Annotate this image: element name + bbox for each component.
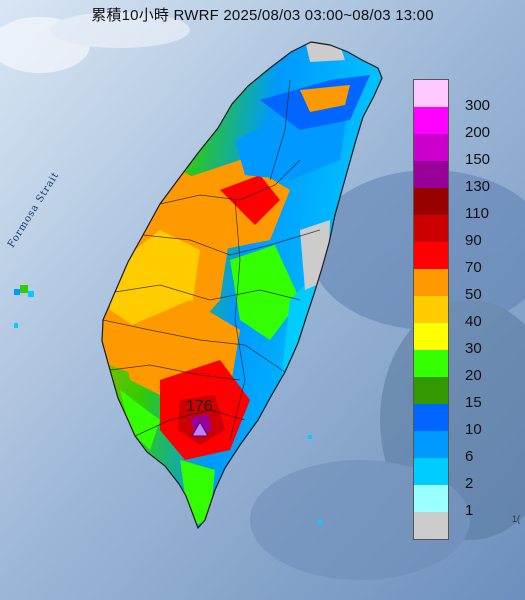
county-boundaries xyxy=(102,79,321,441)
legend-swatch xyxy=(414,134,448,161)
legend-label: 20 xyxy=(465,367,482,384)
legend-swatch xyxy=(414,512,448,539)
legend-swatch xyxy=(414,80,448,107)
legend-color-bar xyxy=(413,79,449,540)
legend-swatch xyxy=(414,296,448,323)
legend-swatch xyxy=(414,242,448,269)
legend-label: 90 xyxy=(465,232,482,249)
legend-label: 150 xyxy=(465,151,491,168)
legend-label: 110 xyxy=(465,205,489,222)
legend-swatch xyxy=(414,188,448,215)
legend-swatch xyxy=(414,269,448,296)
legend-swatch xyxy=(414,350,448,377)
legend-swatch xyxy=(414,107,448,134)
max-rainfall-marker xyxy=(191,421,209,437)
legend-label: 130 xyxy=(465,178,491,195)
legend-swatch xyxy=(414,404,448,431)
legend-label: 200 xyxy=(465,124,491,141)
legend-swatch xyxy=(414,458,448,485)
legend-label: 6 xyxy=(465,448,474,465)
map-title: 累積10小時 RWRF 2025/08/03 03:00~08/03 13:00 xyxy=(91,7,434,24)
legend-swatch xyxy=(414,431,448,458)
legend-swatch xyxy=(414,323,448,350)
legend-label: 10 xyxy=(465,421,482,438)
legend-label: 300 xyxy=(465,97,491,114)
legend-label: 70 xyxy=(465,259,482,276)
legend-swatch xyxy=(414,161,448,188)
legend-swatch xyxy=(414,215,448,242)
legend-label: 15 xyxy=(465,394,482,411)
islets xyxy=(14,285,322,524)
legend-swatch xyxy=(414,485,448,512)
edge-mark: 1( xyxy=(512,514,521,524)
legend-label: 50 xyxy=(465,286,482,303)
legend-label: 30 xyxy=(465,340,482,357)
max-rainfall-value: 176 xyxy=(186,398,213,415)
legend-label: 2 xyxy=(465,475,474,492)
legend-swatch xyxy=(414,377,448,404)
legend-label: 40 xyxy=(465,313,482,330)
legend-label: 1 xyxy=(465,502,474,519)
